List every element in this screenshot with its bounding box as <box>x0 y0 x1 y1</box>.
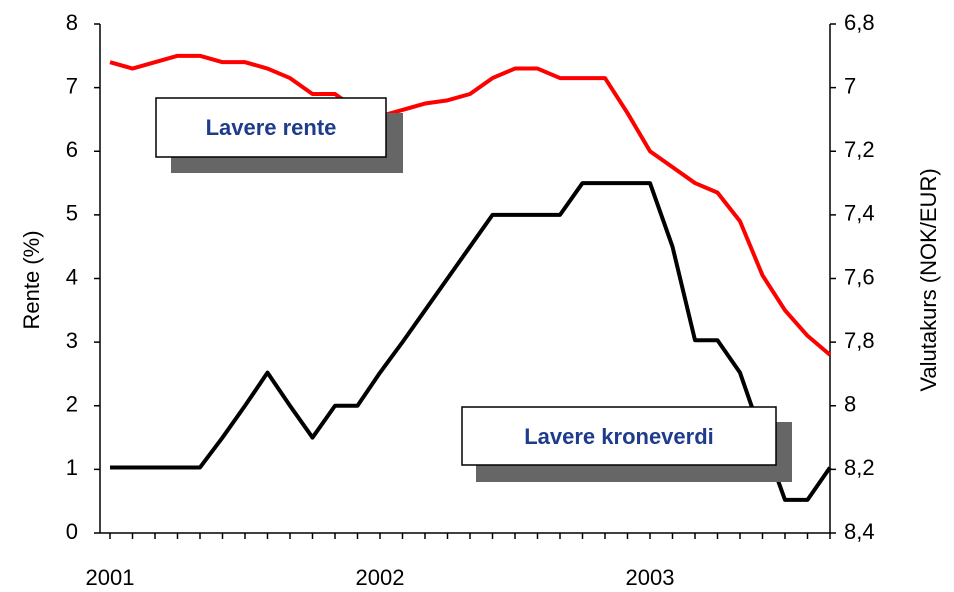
y-axis-label: Rente (%) <box>19 230 44 329</box>
annotation-text: Lavere kroneverdi <box>524 424 714 449</box>
y-tick-label: 0 <box>66 519 78 544</box>
y-tick-label: 4 <box>66 264 78 289</box>
y-tick-label: 7 <box>66 73 78 98</box>
y2-tick-label: 8,4 <box>844 519 875 544</box>
y-tick-label: 5 <box>66 201 78 226</box>
y2-tick-label: 7 <box>844 73 856 98</box>
y2-tick-label: 7,6 <box>844 264 875 289</box>
annotation: Lavere rente <box>155 97 403 173</box>
x-tick-label: 2003 <box>626 565 675 590</box>
line <box>110 181 832 502</box>
y2-tick-label: 8 <box>844 392 856 417</box>
y-tick-label: 1 <box>66 455 78 480</box>
y2-axis-label: Valutakurs (NOK/EUR) <box>916 168 941 391</box>
line <box>109 53 832 357</box>
annotation: Lavere kroneverdi <box>461 406 792 482</box>
annotation-box <box>461 406 777 466</box>
y-tick-label: 2 <box>66 392 78 417</box>
x-tick-label: 2002 <box>356 565 405 590</box>
x-tick-label: 2001 <box>86 565 135 590</box>
y2-tick-label: 7,2 <box>844 137 875 162</box>
annotation-text: Lavere rente <box>206 115 337 140</box>
y2-tick-label: 7,4 <box>844 201 875 226</box>
y2-tick-label: 7,8 <box>844 328 875 353</box>
y2-tick-label: 6,8 <box>844 10 875 35</box>
annotation-box <box>155 97 387 158</box>
y2-tick-label: 8,2 <box>844 455 875 480</box>
lines <box>109 53 832 502</box>
y-tick-label: 6 <box>66 137 78 162</box>
y-tick-label: 8 <box>66 10 78 35</box>
y-tick-label: 3 <box>66 328 78 353</box>
